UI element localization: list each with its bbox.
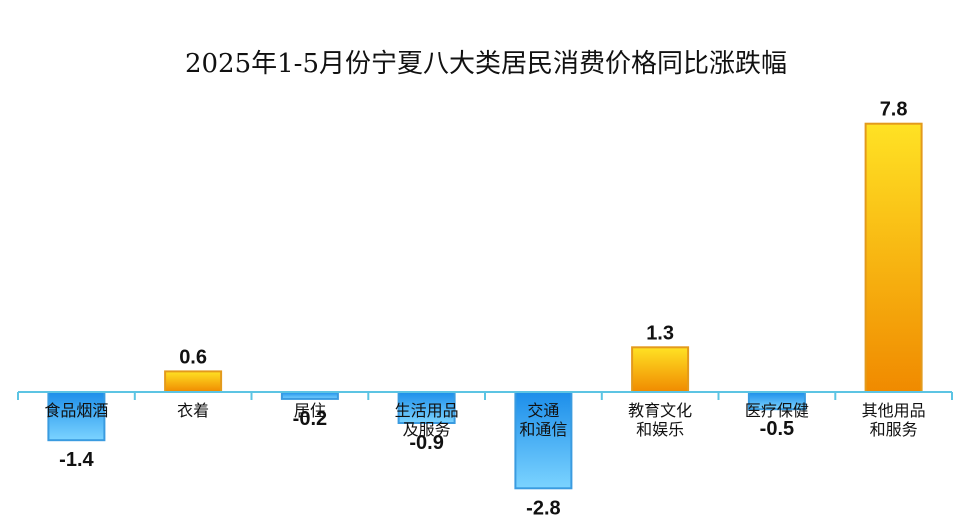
category-label: 教育文化和娱乐 <box>628 401 692 439</box>
bar <box>631 346 690 393</box>
category-label-line: 和通信 <box>519 420 567 439</box>
category-label: 医疗保健 <box>745 401 809 420</box>
category-label-line: 及服务 <box>403 420 451 439</box>
data-label: 0.6 <box>179 346 207 368</box>
data-label: -0.5 <box>760 418 794 440</box>
bar <box>47 391 106 442</box>
chart-title: 2025年1-5月份宁夏八大类居民消费价格同比涨跌幅 <box>185 49 787 79</box>
data-label: -2.8 <box>526 497 560 519</box>
category-label: 居住 <box>294 401 326 420</box>
category-label: 交通和通信 <box>519 401 567 439</box>
bar <box>280 391 339 400</box>
data-label: 7.8 <box>880 99 908 121</box>
data-label: -0.9 <box>409 432 443 454</box>
labels-layer: 食品烟酒 -1.4 衣着 0.6 居住-0.2 生活用品及服务-0.9 交通和通信 -2.8 教… <box>44 99 925 520</box>
category-label-line: 交通 <box>527 401 559 420</box>
bar <box>514 391 573 490</box>
data-label: 1.3 <box>646 322 674 344</box>
data-label: -1.4 <box>59 449 94 471</box>
category-label-line: 食品烟酒 <box>44 401 108 420</box>
category-label-line: 生活用品 <box>395 401 459 420</box>
category-label: 食品烟酒 <box>44 401 108 420</box>
data-label: -0.2 <box>293 408 327 430</box>
category-label: 其他用品和服务 <box>862 401 926 439</box>
category-label: 衣着 <box>177 401 209 420</box>
category-label-line: 教育文化 <box>628 401 692 420</box>
bar <box>864 122 923 393</box>
category-label: 生活用品及服务 <box>395 401 459 439</box>
category-label-line: 居住 <box>294 401 326 420</box>
category-label-line: 和服务 <box>870 420 918 439</box>
bar <box>164 370 223 393</box>
category-label-line: 医疗保健 <box>745 401 809 420</box>
category-label-line: 和娱乐 <box>636 420 684 439</box>
category-label-line: 其他用品 <box>862 401 926 420</box>
x-axis <box>17 391 953 400</box>
bars-layer <box>47 122 923 490</box>
category-label-line: 衣着 <box>177 401 209 420</box>
